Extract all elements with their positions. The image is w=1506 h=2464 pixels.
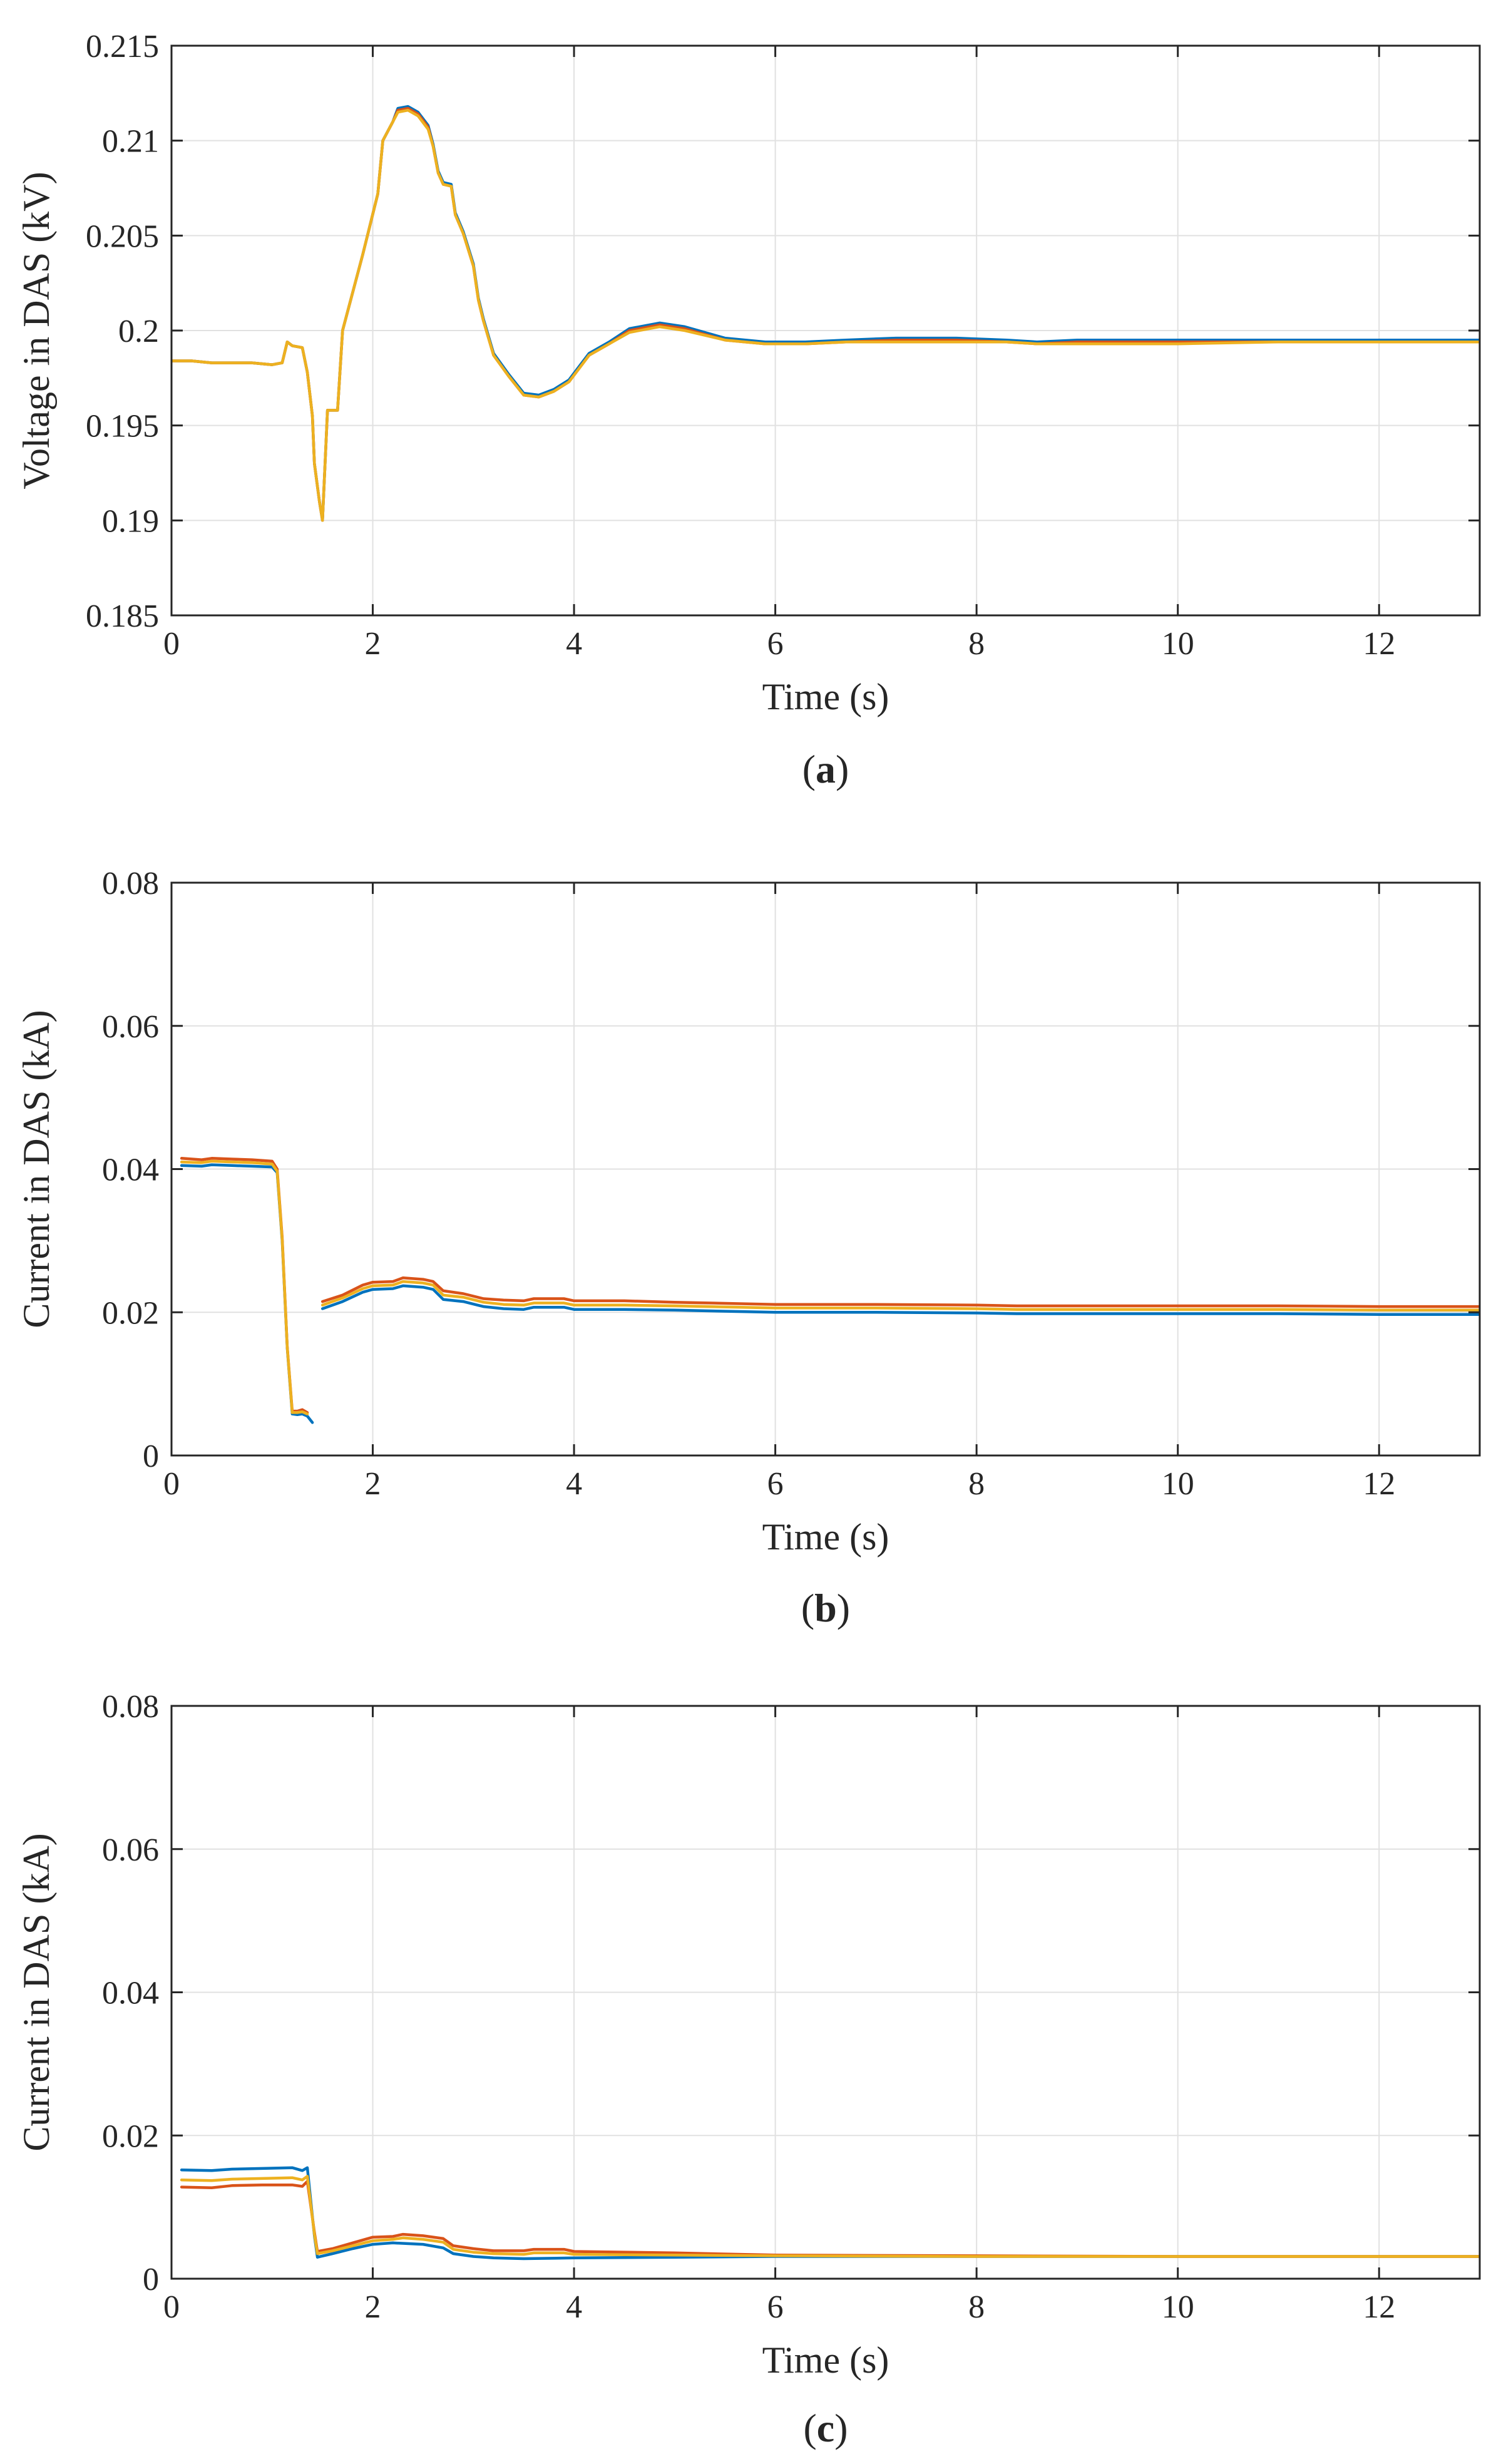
x-tick-label: 0 — [163, 2289, 180, 2325]
x-tick-label: 2 — [365, 2289, 381, 2325]
y-axis-label: Current in DAS (kA) — [16, 1010, 57, 1328]
panel-letter: c — [817, 2406, 834, 2450]
panel-letter: b — [814, 1586, 837, 1630]
y-tick-label: 0.21 — [102, 124, 159, 160]
y-tick-label: 0.08 — [102, 866, 159, 901]
y-axis-label: Current in DAS (kA) — [16, 1833, 57, 2151]
panel-label: (b) — [801, 1586, 850, 1630]
y-tick-label: 0.04 — [102, 1152, 159, 1188]
y-tick-label: 0.02 — [102, 2118, 159, 2154]
chart-panel-a: 0 2 4 6 8 10 12 0.185 0.19 0.195 0.2 0.205 0.21 0.215… — [16, 29, 1481, 791]
x-tick-label: 0 — [163, 1466, 180, 1502]
x-axis-label: Time (s) — [762, 2339, 889, 2381]
y-tick-label: 0.06 — [102, 1832, 159, 1868]
y-tick-label: 0.2 — [118, 314, 159, 349]
panel-label: (c) — [803, 2406, 848, 2450]
series-line-red-segment-2 — [320, 1276, 1480, 1308]
y-tick-label: 0.04 — [102, 1976, 159, 2011]
x-tick-label: 10 — [1162, 626, 1194, 662]
x-tick-label: 10 — [1162, 2289, 1194, 2325]
y-tick-label: 0.215 — [86, 29, 159, 64]
y-tick-label: 0.02 — [102, 1295, 159, 1331]
x-tick-label: 2 — [365, 626, 381, 662]
y-tick-label: 0.08 — [102, 1689, 159, 1725]
y-tick-label: 0 — [143, 1439, 159, 1474]
y-tick-label: 0.195 — [86, 409, 159, 444]
chart-panel-c: 0 2 4 6 8 10 12 0 0.02 0.04 0.06 0.08 Time (s) Curren… — [16, 1689, 1481, 2450]
x-axis-label: Time (s) — [762, 1516, 889, 1558]
panel-label: (a) — [802, 747, 849, 791]
series-line-yellow-segment-1 — [180, 1159, 309, 1415]
x-tick-label: 6 — [767, 1466, 784, 1502]
y-tick-label: 0.185 — [86, 598, 159, 634]
series-line-yellow — [180, 2175, 1480, 2258]
series-group — [172, 105, 1480, 522]
series-line-yellow — [172, 108, 1480, 522]
y-tick-label: 0.205 — [86, 218, 159, 254]
x-tick-label: 12 — [1363, 1466, 1395, 1502]
x-tick-label: 12 — [1363, 626, 1395, 662]
series-line-blue-segment-2 — [320, 1284, 1480, 1316]
series-line-red — [180, 2180, 1480, 2258]
series-group — [180, 1157, 1480, 1424]
x-tick-label: 6 — [767, 626, 784, 662]
series-group — [180, 2166, 1480, 2261]
y-tick-label: 0 — [143, 2262, 159, 2297]
x-tick-label: 10 — [1162, 1466, 1194, 1502]
x-tick-label: 8 — [968, 1466, 985, 1502]
y-tick-label: 0.06 — [102, 1009, 159, 1045]
x-tick-label: 8 — [968, 626, 985, 662]
x-tick-label: 4 — [566, 1466, 582, 1502]
chart-panel-b: 0 2 4 6 8 10 12 0 0.02 0.04 0.06 0.08 Time (s) Curren… — [16, 866, 1481, 1630]
x-tick-label: 2 — [365, 1466, 381, 1502]
x-tick-label: 4 — [566, 626, 582, 662]
x-tick-label: 0 — [163, 626, 180, 662]
series-line-yellow-segment-2 — [320, 1280, 1480, 1312]
y-axis-label: Voltage in DAS (kV) — [16, 172, 57, 489]
x-tick-label: 4 — [566, 2289, 582, 2325]
x-tick-label: 6 — [767, 2289, 784, 2325]
x-axis-label: Time (s) — [762, 676, 889, 717]
y-tick-label: 0.19 — [102, 503, 159, 539]
panel-letter: a — [816, 747, 836, 791]
x-tick-label: 8 — [968, 2289, 985, 2325]
x-tick-label: 12 — [1363, 2289, 1395, 2325]
